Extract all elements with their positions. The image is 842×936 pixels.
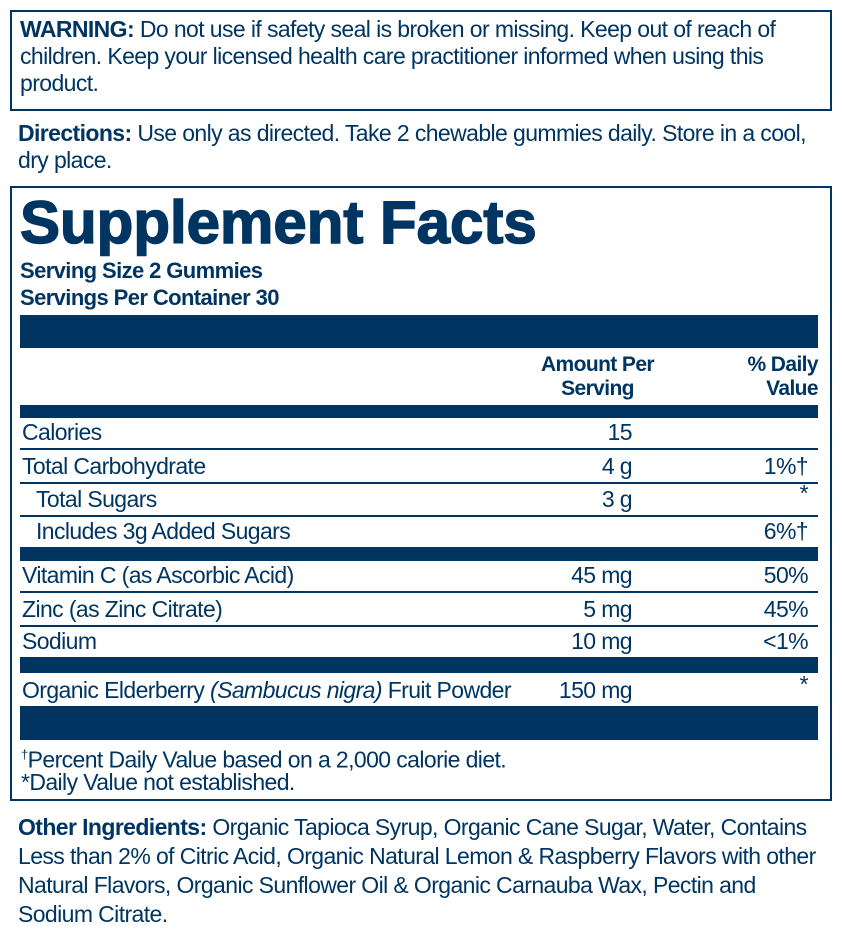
nutrient-amount: 4 g bbox=[601, 453, 633, 479]
ingredient-name: Organic Elderberry (Sambucus nigra) Frui… bbox=[22, 677, 512, 704]
nutrient-name: Includes 3g Added Sugars bbox=[36, 518, 291, 544]
ingredient-dv: * bbox=[799, 671, 809, 697]
directions-label: Directions: bbox=[18, 120, 132, 146]
header-amount-line2: Serving bbox=[561, 377, 634, 400]
other-ingredients-text: Organic Tapioca Syrup, Organic Cane Suga… bbox=[18, 814, 816, 927]
nutrient-name: Total Carbohydrate bbox=[22, 453, 206, 479]
header-dv-line2: Value bbox=[766, 377, 818, 400]
header-daily-value: % Daily Value bbox=[708, 353, 819, 401]
nutrient-amount: 5 mg bbox=[583, 596, 632, 622]
ingredient-name-pre: Organic Elderberry bbox=[22, 677, 211, 703]
supplement-facts-panel bbox=[10, 186, 832, 801]
nutrient-amount: 15 bbox=[607, 419, 633, 445]
nutrient-name: Vitamin C (as Ascorbic Acid) bbox=[22, 562, 294, 588]
warning-text: Do not use if safety seal is broken or m… bbox=[20, 16, 776, 96]
nutrient-dv: * bbox=[799, 480, 809, 506]
nutrient-name: Total Sugars bbox=[36, 486, 157, 512]
dagger-mark: † bbox=[21, 747, 28, 762]
nutrient-amount: 10 mg bbox=[571, 628, 633, 654]
header-amount-line1: Amount Per bbox=[540, 353, 655, 376]
thick-divider bbox=[20, 706, 818, 740]
nutrient-amount: 3 g bbox=[601, 486, 633, 512]
table-row: Sodium 10 mg <1% bbox=[20, 627, 818, 657]
table-row: Calories 15 bbox=[20, 418, 818, 450]
directions-text: Use only as directed. Take 2 chewable gu… bbox=[18, 120, 807, 173]
nutrient-dv: 45% bbox=[763, 596, 809, 622]
thick-divider bbox=[20, 315, 818, 348]
nutrient-dv: 6%† bbox=[763, 518, 809, 544]
table-row: Total Sugars 3 g * bbox=[20, 480, 818, 517]
table-row: Total Carbohydrate 4 g 1%† bbox=[20, 450, 818, 484]
directions: Directions: Use only as directed. Take 2… bbox=[18, 120, 833, 174]
facts-title: Supplement Facts bbox=[19, 189, 537, 256]
nutrient-dv: 1%† bbox=[763, 453, 809, 479]
warning-label: WARNING: bbox=[20, 16, 135, 42]
medium-divider bbox=[20, 657, 818, 673]
serving-size: Serving Size 2 Gummies bbox=[20, 258, 263, 283]
footnote-dagger: †Percent Daily Value based on a 2,000 ca… bbox=[21, 741, 507, 774]
footnote-dagger-text: Percent Daily Value based on a 2,000 cal… bbox=[27, 746, 507, 773]
other-ingredients: Other Ingredients: Organic Tapioca Syrup… bbox=[18, 813, 818, 929]
other-ingredients-label: Other Ingredients: bbox=[18, 814, 207, 840]
nutrient-dv: 50% bbox=[763, 562, 809, 588]
header-dv-line1: % Daily bbox=[747, 353, 819, 376]
table-row: Includes 3g Added Sugars 6%† bbox=[20, 517, 818, 547]
warning-box: WARNING: Do not use if safety seal is br… bbox=[10, 10, 832, 111]
nutrient-name: Calories bbox=[22, 419, 102, 445]
nutrient-amount: 45 mg bbox=[571, 562, 633, 588]
medium-divider bbox=[20, 547, 818, 561]
table-row-elderberry: Organic Elderberry (Sambucus nigra) Frui… bbox=[20, 671, 818, 706]
medium-divider bbox=[20, 405, 818, 418]
table-row: Vitamin C (as Ascorbic Acid) 45 mg 50% bbox=[20, 561, 818, 593]
servings-per-container: Servings Per Container 30 bbox=[20, 285, 279, 310]
header-amount: Amount Per Serving bbox=[520, 353, 675, 401]
ingredient-latin-name: (Sambucus nigra) bbox=[210, 677, 383, 703]
ingredient-amount: 150 mg bbox=[558, 677, 633, 703]
ingredient-name-post: Fruit Powder bbox=[381, 677, 512, 703]
table-row: Zinc (as Zinc Citrate) 5 mg 45% bbox=[20, 593, 818, 627]
nutrient-dv: <1% bbox=[763, 628, 808, 654]
footnote-star: *Daily Value not established. bbox=[21, 769, 295, 795]
nutrient-name: Sodium bbox=[22, 628, 97, 654]
nutrient-name: Zinc (as Zinc Citrate) bbox=[22, 596, 223, 622]
